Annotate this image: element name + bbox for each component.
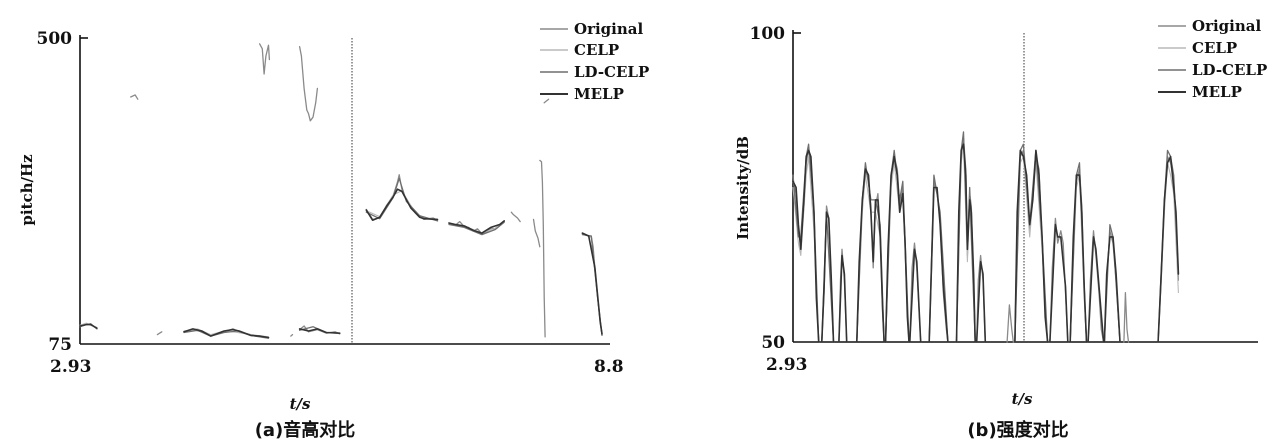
pitch-series-original-segment-12 <box>539 159 546 338</box>
pitch-caption: (a)音高对比 <box>255 419 356 441</box>
pitch-series-melp-segment-4 <box>448 220 506 234</box>
intensity-legend-melp: MELP <box>1192 83 1242 101</box>
intensity-series-melp-segment-1 <box>820 211 835 343</box>
intensity-series-ldcelp-segment-9 <box>1157 149 1180 343</box>
pitch-series-original-segment-4 <box>258 43 271 75</box>
pitch-series-original-segment-8 <box>365 174 439 221</box>
pitch-series-melp-segment-2 <box>298 328 341 335</box>
pitch-series-original-segment-10 <box>510 211 521 223</box>
intensity-series-melp-segment-14 <box>1157 155 1180 343</box>
intensity-series-melp-segment-0 <box>792 149 820 343</box>
intensity-series-melp-segment-13 <box>1103 236 1121 343</box>
pitch-panel: 500 75 2.93 8.8 pitch/Hz t/s (a)音高对比 Ori… <box>18 20 649 441</box>
intensity-series-melp-segment-10 <box>1049 223 1069 343</box>
pitch-series-melp-segment-1 <box>183 328 270 339</box>
pitch-series-group <box>79 43 603 339</box>
pitch-legend-ldcelp: LD-CELP <box>574 63 649 81</box>
intensity-series-melp-segment-11 <box>1069 174 1088 343</box>
pitch-series-original-segment-5 <box>290 333 294 337</box>
pitch-series-ldcelp-segment-3 <box>365 177 439 222</box>
intensity-y-tick-100: 100 <box>750 24 786 44</box>
pitch-legend-original: Original <box>574 20 643 38</box>
intensity-legend-original: Original <box>1192 17 1261 35</box>
pitch-series-melp-segment-3 <box>365 188 439 221</box>
intensity-series-melp-segment-9 <box>1014 149 1049 343</box>
pitch-series-celp-segment-2 <box>365 190 439 220</box>
pitch-legend: Original CELP LD-CELP MELP <box>540 20 649 103</box>
intensity-legend-ldcelp: LD-CELP <box>1192 61 1267 79</box>
intensity-legend-celp: CELP <box>1192 39 1237 57</box>
intensity-series-group <box>792 131 1180 343</box>
pitch-series-ldcelp-segment-4 <box>448 221 505 236</box>
pitch-series-melp-segment-5 <box>581 232 603 335</box>
intensity-series-celp-segment-6 <box>1157 162 1179 343</box>
intensity-caption: (b)强度对比 <box>967 419 1068 441</box>
intensity-series-melp-segment-4 <box>884 155 910 343</box>
pitch-series-original-segment-13 <box>543 98 550 104</box>
intensity-y-tick-50: 50 <box>761 333 785 353</box>
pitch-series-original-segment-2 <box>156 331 163 336</box>
intensity-y-axis-label: Intensity/dB <box>734 136 752 240</box>
intensity-legend: Original CELP LD-CELP MELP <box>1158 17 1267 101</box>
intensity-series-melp-segment-6 <box>928 186 949 343</box>
pitch-series-original-segment-1 <box>130 94 139 100</box>
intensity-series-melp-segment-12 <box>1087 236 1105 343</box>
pitch-y-axis-label: pitch/Hz <box>18 154 36 226</box>
pitch-series-original-segment-6 <box>298 45 319 122</box>
pitch-y-tick-500: 500 <box>37 29 73 49</box>
pitch-legend-melp: MELP <box>574 85 624 103</box>
intensity-panel: 100 50 2.93 Intensity/dB t/s (b)强度对比 Ori… <box>734 17 1267 441</box>
intensity-series-original-segment-16 <box>1157 155 1180 343</box>
intensity-series-melp-segment-8 <box>975 260 987 343</box>
pitch-y-tick-75: 75 <box>48 335 72 355</box>
pitch-x-tick-start: 2.93 <box>50 357 91 377</box>
intensity-x-axis-label: t/s <box>1012 390 1033 408</box>
intensity-series-melp-segment-3 <box>855 168 885 343</box>
pitch-series-original-segment-11 <box>532 218 541 248</box>
intensity-series-melp-segment-2 <box>838 254 848 343</box>
pitch-series-melp-segment-0 <box>79 323 98 330</box>
intensity-series-melp-segment-5 <box>908 248 922 343</box>
pitch-x-axis-label: t/s <box>290 395 311 413</box>
intensity-x-tick-start: 2.93 <box>766 355 807 375</box>
pitch-legend-celp: CELP <box>574 41 619 59</box>
intensity-series-melp-segment-7 <box>955 143 977 343</box>
pitch-x-tick-end: 8.8 <box>594 357 624 377</box>
pitch-series-ldcelp-segment-5 <box>581 233 603 337</box>
intensity-series-original-segment-9 <box>1006 304 1014 343</box>
intensity-series-original-segment-15 <box>1123 291 1130 343</box>
